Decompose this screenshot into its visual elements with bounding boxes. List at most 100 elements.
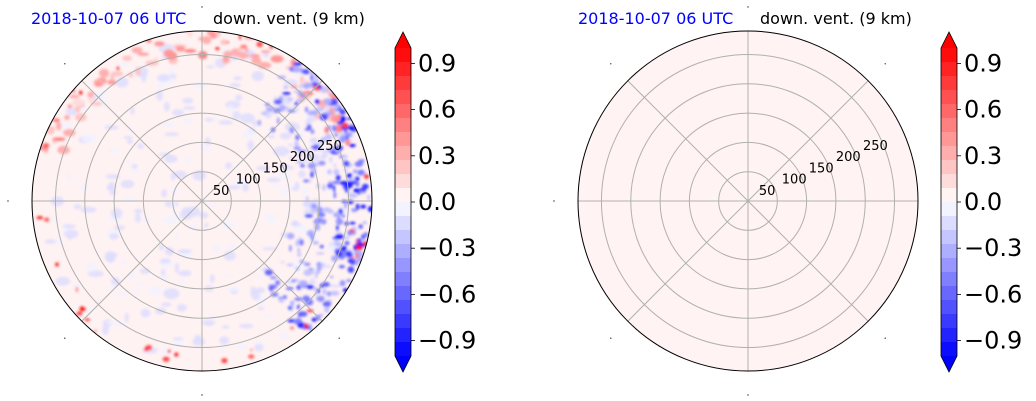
colorbar-segment (941, 272, 957, 287)
field-cell (308, 281, 317, 284)
colorbar-segment (941, 160, 957, 175)
field-cell (222, 220, 235, 230)
field-cell (343, 160, 350, 167)
field-cell (357, 160, 364, 164)
radial-tick-label: 250 (317, 139, 342, 154)
field-cell (133, 208, 143, 214)
angular-tick-dot (201, 394, 203, 396)
field-cell (57, 145, 70, 155)
field-cell (344, 203, 347, 209)
field-cell (219, 336, 230, 345)
colorbar-tick-label: −0.3 (964, 234, 1022, 262)
field-cell (343, 168, 349, 173)
field-cell (221, 358, 228, 364)
title-time-right: 2018-10-07 06 UTC (578, 9, 733, 28)
field-cell (102, 324, 109, 335)
field-cell (311, 317, 317, 322)
radial-tick-label: 50 (759, 184, 776, 199)
field-cell (319, 313, 324, 317)
field-cell (163, 101, 170, 112)
field-cell (287, 319, 296, 323)
field-cell (310, 74, 314, 82)
field-cell (52, 137, 66, 141)
field-cell (335, 145, 344, 150)
colorbar-segment (941, 300, 957, 315)
field-cell (105, 285, 119, 290)
field-cell (290, 300, 295, 306)
field-cell (362, 221, 367, 224)
field-cell (355, 245, 363, 251)
field-cell (163, 49, 175, 58)
field-cell (99, 68, 110, 78)
colorbar-segment (395, 216, 411, 231)
field-cell (327, 182, 334, 189)
radial-tick-label: 200 (290, 150, 315, 165)
field-cell (159, 258, 171, 264)
field-cell (289, 260, 305, 272)
field-cell (314, 99, 320, 105)
colorbar-segment (941, 174, 957, 189)
field-cell (298, 280, 308, 287)
field-cell (52, 118, 60, 123)
angular-tick-dot (7, 200, 9, 202)
colorbar-tick-label: −0.3 (418, 234, 476, 262)
field-cell (284, 166, 295, 170)
field-cell (244, 47, 249, 53)
field-cell (300, 186, 310, 196)
colorbar-tick-label: 0.6 (418, 96, 456, 124)
field-cell (355, 253, 359, 259)
field-cell (173, 170, 187, 179)
field-cell (280, 260, 285, 264)
field-cell (273, 146, 289, 157)
field-cell (64, 114, 70, 121)
field-cell (312, 81, 316, 87)
field-cell (270, 292, 279, 297)
field-cell (358, 224, 363, 230)
field-cell (284, 184, 297, 188)
field-cell (352, 169, 359, 174)
field-cell (294, 181, 300, 192)
colorbar-segment (395, 314, 411, 329)
field-cell (286, 263, 294, 267)
field-cell (292, 66, 301, 73)
field-cell (341, 214, 346, 218)
polar-grid-right (578, 31, 918, 371)
colorbar-segment (941, 328, 957, 343)
field-cell (55, 262, 59, 267)
field-cell (72, 98, 85, 107)
field-cell (167, 67, 176, 74)
field-cell (349, 229, 355, 233)
field-cell (225, 286, 241, 292)
field-cell (110, 277, 120, 286)
field-cell (254, 343, 264, 352)
field-cell (332, 109, 339, 113)
field-cell (360, 204, 367, 209)
field-cell (184, 49, 197, 53)
field-cell (316, 295, 325, 302)
field-cell (186, 106, 196, 110)
field-cell (333, 169, 340, 176)
field-cell (225, 162, 233, 170)
field-cell (333, 105, 340, 110)
field-cell (247, 140, 255, 151)
field-cell (257, 119, 262, 126)
field-cell (297, 253, 302, 257)
field-cell (334, 132, 339, 137)
colorbar-segment (941, 76, 957, 91)
field-cell (65, 107, 78, 116)
field-cell (322, 184, 326, 191)
colorbar-segment (395, 104, 411, 119)
title-time-left: 2018-10-07 06 UTC (31, 9, 186, 28)
field-cell (238, 323, 254, 329)
field-cell (124, 160, 132, 165)
field-cell (312, 144, 319, 151)
field-cell (256, 165, 271, 171)
angular-gridline (81, 200, 203, 322)
field-cell (157, 74, 171, 82)
field-cell (340, 115, 346, 123)
field-cell (350, 256, 357, 259)
colorbar-segment (395, 160, 411, 175)
field-cell (223, 56, 228, 60)
field-cell (279, 189, 290, 196)
